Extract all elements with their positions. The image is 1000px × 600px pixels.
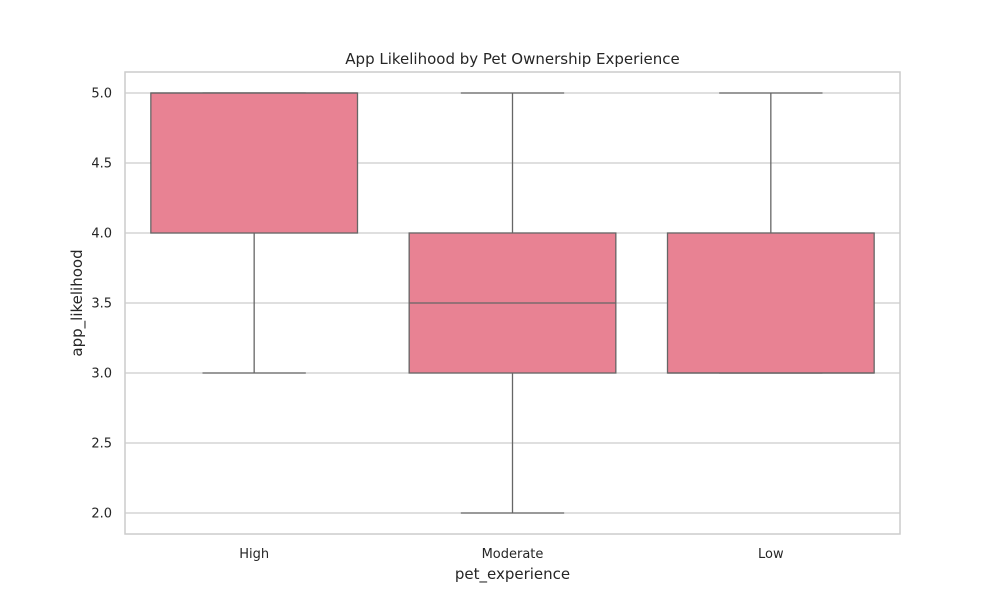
plot-frame	[124, 71, 901, 535]
box-low	[666, 92, 875, 374]
y-tick-label: 2.5	[91, 437, 112, 452]
box-high	[150, 92, 359, 374]
box-series	[150, 92, 875, 514]
y-axis-ticks: 2.0 2.5 3.0 3.5 4.0 4.5 5.0	[91, 87, 112, 522]
x-axis-label: pet_experience	[455, 565, 570, 584]
x-axis-ticks: High Moderate Low	[239, 547, 784, 562]
x-tick-label: High	[239, 547, 269, 562]
y-tick-label: 4.5	[91, 157, 112, 172]
chart-title: App Likelihood by Pet Ownership Experien…	[345, 50, 679, 68]
y-tick-label: 4.0	[91, 227, 112, 242]
y-tick-label: 5.0	[91, 87, 112, 102]
box-moderate	[408, 92, 617, 514]
x-tick-label: Moderate	[482, 547, 544, 562]
y-tick-label: 2.0	[91, 507, 112, 522]
x-tick-label: Low	[758, 547, 784, 562]
iqr-box	[666, 232, 875, 374]
y-tick-label: 3.0	[91, 367, 112, 382]
y-tick-label: 3.5	[91, 297, 112, 312]
y-axis-label: app_likelihood	[68, 249, 87, 356]
iqr-box	[150, 92, 359, 234]
